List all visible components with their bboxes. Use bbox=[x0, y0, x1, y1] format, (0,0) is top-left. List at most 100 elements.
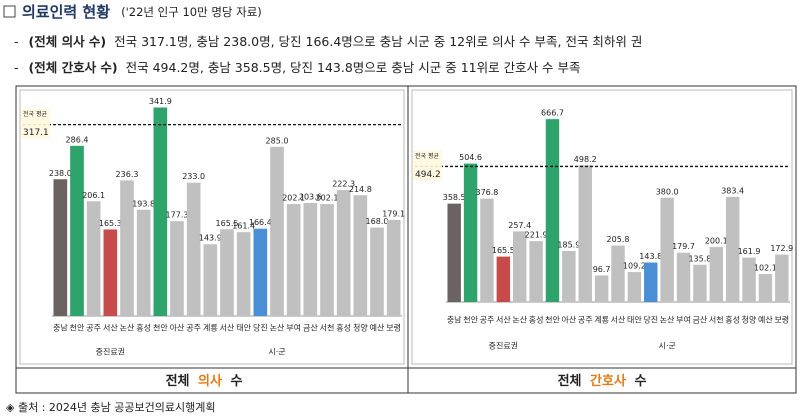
reference-value: 317.1 bbox=[23, 128, 49, 138]
bar bbox=[742, 257, 756, 302]
value-label: 205.8 bbox=[607, 235, 630, 244]
value-label: 143.8 bbox=[639, 252, 662, 261]
bar bbox=[353, 195, 368, 316]
category-label: 서천 bbox=[320, 323, 335, 333]
value-label: 285.0 bbox=[266, 136, 289, 145]
value-label: 135.8 bbox=[688, 254, 711, 263]
category-label: 서산 bbox=[103, 323, 118, 333]
value-label: 214.8 bbox=[349, 185, 372, 194]
category-label: 천안 bbox=[463, 315, 478, 325]
bar bbox=[447, 203, 461, 302]
category-label: 충남 bbox=[53, 324, 68, 333]
source: ◈ 출처 : 2024년 충남 공공보건의료시행계획 bbox=[6, 401, 215, 414]
reference-box bbox=[413, 150, 442, 181]
category-label: 금산 bbox=[303, 323, 318, 333]
bar bbox=[660, 197, 674, 302]
bar bbox=[562, 251, 576, 302]
value-label: 172.9 bbox=[770, 244, 793, 253]
value-label: 161.9 bbox=[738, 247, 761, 256]
subtitle: ('22년 인구 10만 명당 자료) bbox=[121, 5, 262, 19]
bar bbox=[86, 201, 101, 316]
category-label: 보령 bbox=[386, 324, 401, 333]
reference-value: 494.2 bbox=[415, 170, 441, 180]
bullet-label: (전체 의사 수) bbox=[29, 34, 107, 49]
value-label: 257.4 bbox=[508, 221, 531, 230]
title: 의료인력 현황 bbox=[22, 3, 110, 21]
reference-label: 전국 평균 bbox=[415, 152, 439, 160]
value-label: 109.2 bbox=[623, 262, 646, 271]
category-label: 서산 bbox=[220, 323, 235, 333]
value-label: 202.1 bbox=[316, 194, 339, 203]
bar bbox=[53, 179, 68, 316]
value-label: 286.4 bbox=[66, 135, 89, 144]
bar bbox=[758, 273, 773, 302]
value-label: 358.5 bbox=[443, 193, 466, 202]
category-label: 아산 bbox=[170, 323, 185, 333]
category-label: 논산 bbox=[270, 323, 285, 333]
category-label: 태안 bbox=[236, 323, 251, 333]
category-label: 계룡 bbox=[203, 323, 218, 333]
value-label: 177.3 bbox=[166, 211, 189, 220]
caption: 전체 의사 수 bbox=[166, 373, 243, 389]
bar bbox=[496, 256, 511, 302]
category-label: 보령 bbox=[774, 316, 789, 325]
category-label: 공주 bbox=[86, 324, 101, 333]
bar bbox=[463, 163, 478, 302]
category-label: 청양 bbox=[742, 316, 757, 325]
bar bbox=[611, 245, 625, 302]
chart-frame bbox=[411, 89, 793, 365]
value-label: 143.9 bbox=[199, 234, 222, 243]
value-label: 236.3 bbox=[116, 170, 139, 179]
category-label: 당진 bbox=[253, 323, 268, 333]
value-label: 165.5 bbox=[216, 219, 239, 228]
header: 의료인력 현황 ('22년 인구 10만 명당 자료) bbox=[22, 2, 262, 21]
value-label: 200.1 bbox=[705, 237, 728, 246]
value-label: 238.0 bbox=[49, 169, 72, 178]
bar bbox=[103, 229, 118, 316]
bullet-marker: - bbox=[14, 34, 19, 49]
category-label: 천안 bbox=[153, 323, 168, 333]
bar bbox=[693, 264, 707, 302]
category-label: 홍성 bbox=[136, 323, 151, 333]
checkbox-icon bbox=[3, 5, 16, 18]
value-label: 193.8 bbox=[132, 199, 155, 208]
value-label: 166.4 bbox=[249, 218, 272, 227]
value-label: 179.7 bbox=[672, 242, 695, 251]
category-label: 충남 bbox=[447, 316, 462, 325]
caption: 전체 간호사 수 bbox=[558, 373, 647, 389]
bar bbox=[203, 244, 218, 316]
category-label: 예산 bbox=[758, 315, 773, 325]
value-label: 221.9 bbox=[525, 231, 548, 240]
bullet-marker: - bbox=[14, 60, 19, 75]
bar bbox=[480, 198, 494, 302]
category-label: 공주 bbox=[578, 316, 593, 325]
bullet: - (전체 의사 수) 전국 317.1명, 충남 238.0명, 당진 166… bbox=[14, 34, 642, 49]
group-label: 시·군 bbox=[268, 348, 285, 357]
value-label: 165.3 bbox=[99, 219, 122, 228]
caption-prefix: 전체 bbox=[558, 373, 582, 389]
bar bbox=[186, 182, 201, 316]
category-label: 태안 bbox=[627, 315, 642, 325]
group-label: 시·군 bbox=[659, 342, 676, 351]
bar bbox=[270, 146, 284, 316]
bar bbox=[70, 145, 84, 316]
category-label: 서산 bbox=[496, 315, 511, 325]
value-label: 161.4 bbox=[232, 222, 255, 231]
value-label: 179.1 bbox=[382, 209, 405, 218]
category-label: 논산 bbox=[660, 315, 675, 325]
bar bbox=[253, 228, 268, 316]
value-label: 383.4 bbox=[721, 186, 744, 195]
bar bbox=[709, 247, 724, 302]
category-label: 서천 bbox=[709, 315, 724, 325]
bar bbox=[627, 272, 642, 302]
reference-box bbox=[21, 108, 50, 139]
value-label: 504.6 bbox=[459, 153, 482, 162]
group-label: 중진료권 bbox=[489, 341, 518, 351]
category-label: 공주 bbox=[480, 316, 495, 325]
caption-prefix: 전체 bbox=[166, 373, 190, 389]
category-label: 아산 bbox=[561, 315, 576, 325]
value-label: 376.8 bbox=[475, 188, 498, 197]
bar bbox=[725, 196, 740, 302]
bar bbox=[529, 241, 543, 302]
category-label: 홍성 bbox=[529, 315, 544, 325]
